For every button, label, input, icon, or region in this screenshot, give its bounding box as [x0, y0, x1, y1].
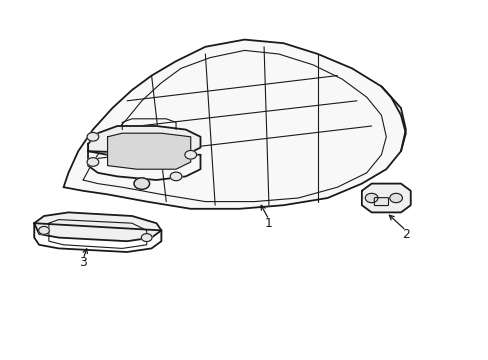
Polygon shape — [361, 184, 410, 212]
Polygon shape — [63, 40, 405, 209]
Circle shape — [141, 234, 152, 242]
Circle shape — [365, 193, 377, 203]
Circle shape — [39, 226, 49, 234]
Circle shape — [184, 150, 196, 159]
Polygon shape — [88, 126, 200, 158]
Circle shape — [87, 132, 99, 141]
Text: 3: 3 — [79, 256, 87, 269]
Text: 2: 2 — [401, 228, 409, 240]
Text: 1: 1 — [264, 217, 272, 230]
Polygon shape — [107, 133, 190, 169]
Circle shape — [87, 158, 99, 166]
Circle shape — [389, 193, 402, 203]
Polygon shape — [34, 212, 161, 241]
Circle shape — [170, 172, 182, 181]
FancyBboxPatch shape — [374, 198, 387, 206]
Circle shape — [134, 178, 149, 189]
